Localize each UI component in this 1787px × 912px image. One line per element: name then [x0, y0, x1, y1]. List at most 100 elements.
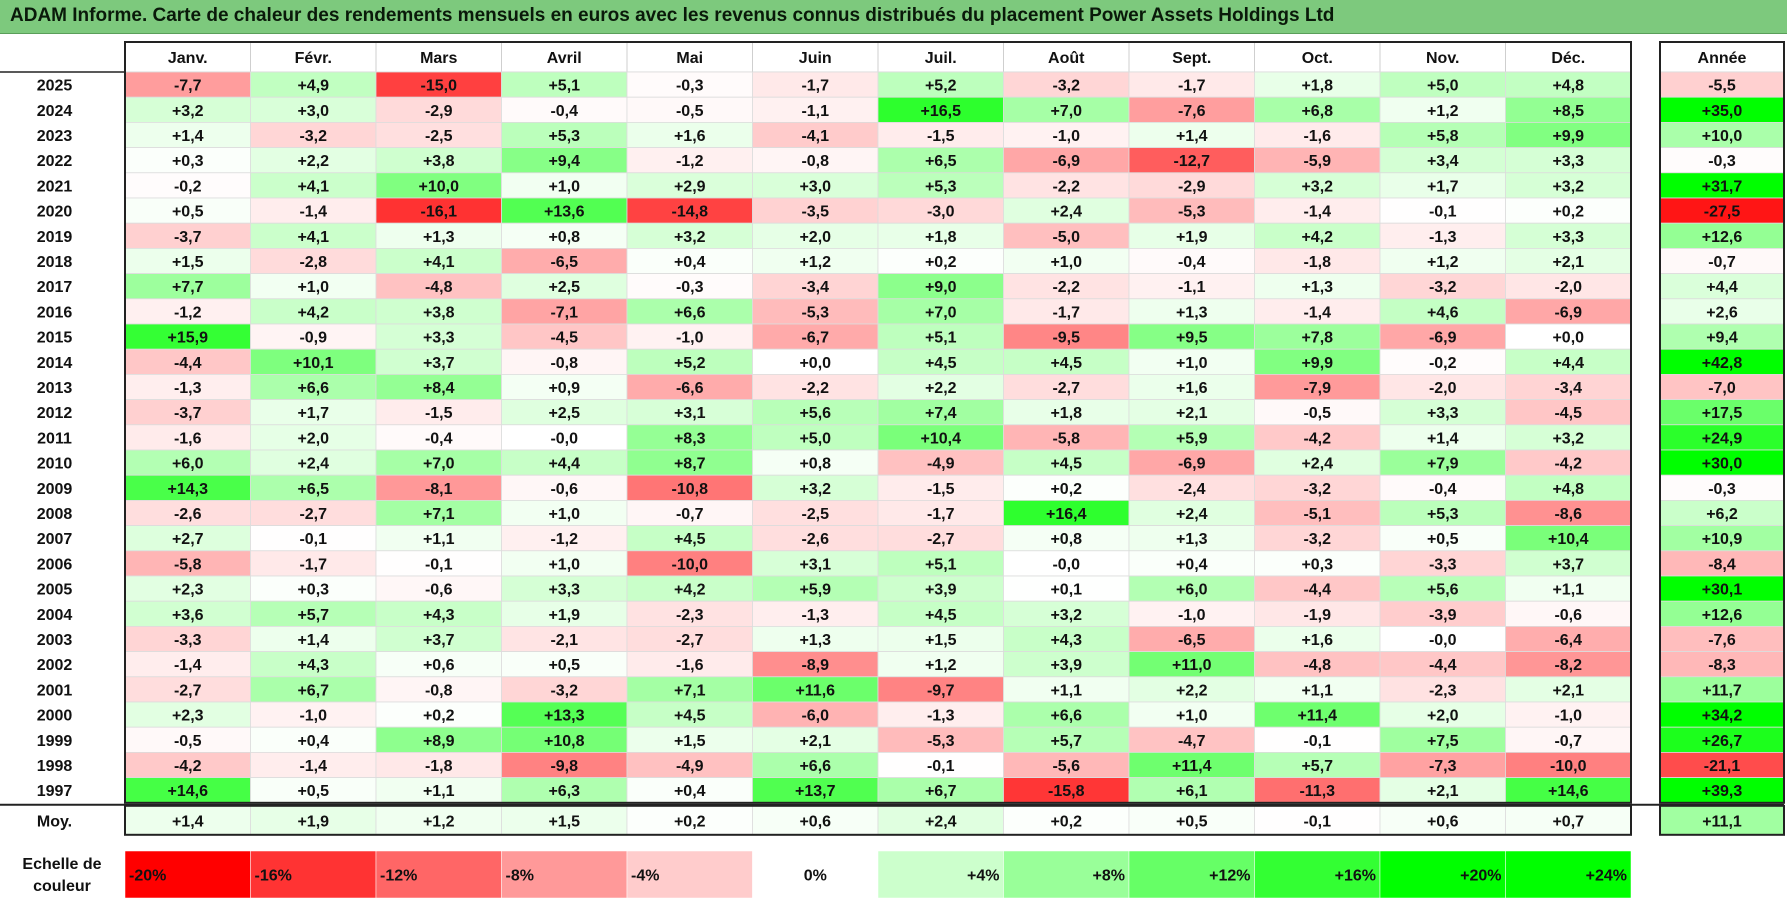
- heatmap-cell: [1003, 373, 1130, 400]
- heatmap-cell: [501, 373, 628, 400]
- heatmap-cell-value: -3,2: [1429, 279, 1457, 296]
- heatmap-cell: [1505, 600, 1632, 627]
- heatmap-cell-value: -0,7: [676, 506, 704, 523]
- heatmap-cell-value: -0,4: [1178, 254, 1206, 271]
- heatmap-cell-value: -3,2: [1303, 531, 1331, 548]
- heatmap-cell-value: -6,5: [1178, 632, 1206, 649]
- annual-cell-value: -7,6: [1708, 632, 1736, 649]
- heatmap-cell-value: +1,2: [799, 254, 831, 271]
- heatmap-cell: [1505, 197, 1632, 224]
- heatmap-cell-value: +3,0: [799, 178, 831, 195]
- heatmap-cell-value: -0,0: [1052, 556, 1080, 573]
- heatmap-cell: [124, 575, 251, 602]
- heatmap-cell-value: +3,4: [1427, 153, 1459, 170]
- heatmap-cell: [375, 752, 502, 779]
- heatmap-cell-value: +1,2: [1427, 103, 1459, 120]
- heatmap-cell-value: -4,2: [174, 758, 202, 775]
- heatmap-cell: [752, 122, 879, 149]
- heatmap-cell: [1128, 575, 1255, 602]
- heatmap-cell: [1128, 273, 1255, 300]
- heatmap-cell: [124, 600, 251, 627]
- heatmap-cell-value: +1,3: [1176, 304, 1208, 321]
- heatmap-cell: [250, 323, 377, 350]
- scale-swatch-label: -20%: [129, 868, 166, 885]
- heatmap-cell-value: -2,0: [1429, 380, 1457, 397]
- annual-cell-value: +30,0: [1702, 456, 1743, 473]
- heatmap-cell: [1254, 499, 1381, 526]
- heatmap-cell-value: +5,3: [1427, 506, 1459, 523]
- heatmap-cell-value: +7,1: [674, 682, 706, 699]
- heatmap-cell: [1003, 600, 1130, 627]
- heatmap-cell: [752, 197, 879, 224]
- heatmap-cell-value: -2,7: [174, 682, 202, 699]
- heatmap-cell: [1128, 676, 1255, 703]
- heatmap-cell-value: -3,3: [174, 632, 202, 649]
- average-cell-value: +0,2: [674, 813, 706, 830]
- heatmap-cell-value: +4,1: [423, 254, 455, 271]
- heatmap-cell: [1505, 424, 1632, 451]
- heatmap-cell: [501, 222, 628, 249]
- heatmap-cell: [501, 323, 628, 350]
- scale-swatch-label: +8%: [1093, 868, 1125, 885]
- heatmap-cell: [1128, 499, 1255, 526]
- heatmap-cell: [1128, 399, 1255, 426]
- heatmap-cell-value: -0,3: [676, 279, 704, 296]
- heatmap-cell-value: +5,0: [799, 430, 831, 447]
- heatmap-cell-value: -1,5: [927, 128, 955, 145]
- heatmap-cell: [626, 273, 753, 300]
- heatmap-cell-value: +10,1: [293, 355, 334, 372]
- row-year-label: 1999: [37, 733, 73, 750]
- heatmap-cell-value: -3,2: [1052, 78, 1080, 95]
- heatmap-cell-value: -5,8: [1052, 430, 1080, 447]
- heatmap-cell-value: +11,6: [795, 682, 835, 699]
- heatmap-cell: [375, 474, 502, 501]
- row-year-label: 2008: [37, 506, 73, 523]
- average-cell: [877, 805, 1004, 836]
- heatmap-cell-value: +13,3: [544, 708, 585, 725]
- heatmap-cell-value: +4,5: [674, 531, 706, 548]
- annual-cell-value: -0,3: [1708, 481, 1736, 498]
- heatmap-cell: [1254, 399, 1381, 426]
- heatmap-cell: [1003, 726, 1130, 753]
- heatmap-cell: [501, 525, 628, 552]
- row-year-label: 2004: [37, 607, 73, 624]
- heatmap-cell: [1379, 373, 1506, 400]
- month-header-label: Nov.: [1426, 50, 1459, 67]
- annual-cell-value: +26,7: [1702, 733, 1743, 750]
- heatmap-cell-value: -1,7: [1178, 78, 1206, 95]
- heatmap-cell-value: -0,4: [425, 430, 453, 447]
- annual-cell: [1659, 600, 1785, 627]
- heatmap-cell-value: +3,8: [423, 304, 455, 321]
- heatmap-cell-value: +3,2: [1301, 178, 1333, 195]
- heatmap-cell-value: -1,4: [299, 204, 327, 221]
- heatmap-cell-value: -6,9: [1554, 304, 1582, 321]
- heatmap-cell: [877, 222, 1004, 249]
- heatmap-cell-value: +5,6: [799, 405, 831, 422]
- average-cell-value: +1,5: [548, 813, 580, 830]
- heatmap-cell-value: -2,1: [550, 632, 578, 649]
- annual-cell: [1659, 71, 1785, 98]
- heatmap-cell-value: +0,2: [925, 254, 957, 271]
- heatmap-cell: [124, 550, 251, 577]
- heatmap-cell-value: -8,2: [1554, 657, 1582, 674]
- heatmap-cell-value: -1,0: [676, 330, 704, 347]
- heatmap-cell-value: -0,0: [1429, 632, 1457, 649]
- heatmap-cell-value: +6,5: [925, 153, 957, 170]
- heatmap-cell: [124, 96, 251, 123]
- heatmap-cell-value: -1,6: [1303, 128, 1331, 145]
- annual-cell: [1659, 122, 1785, 149]
- heatmap-cell-value: +5,2: [674, 355, 706, 372]
- heatmap-cell-value: -2,9: [1178, 178, 1206, 195]
- heatmap-cell-value: +1,8: [1050, 405, 1082, 422]
- heatmap-cell-value: +5,8: [1427, 128, 1459, 145]
- average-annual-value: +11,1: [1702, 813, 1742, 830]
- heatmap-cell-value: -3,7: [174, 405, 202, 422]
- heatmap-cell: [1128, 651, 1255, 678]
- heatmap-cell-value: -1,1: [801, 103, 829, 120]
- heatmap-cell: [752, 525, 879, 552]
- heatmap-cell: [250, 122, 377, 149]
- heatmap-cell: [1003, 71, 1130, 98]
- heatmap-cell-value: -1,8: [1303, 254, 1331, 271]
- row-year-label: 1998: [37, 758, 73, 775]
- heatmap-cell-value: +3,1: [799, 556, 831, 573]
